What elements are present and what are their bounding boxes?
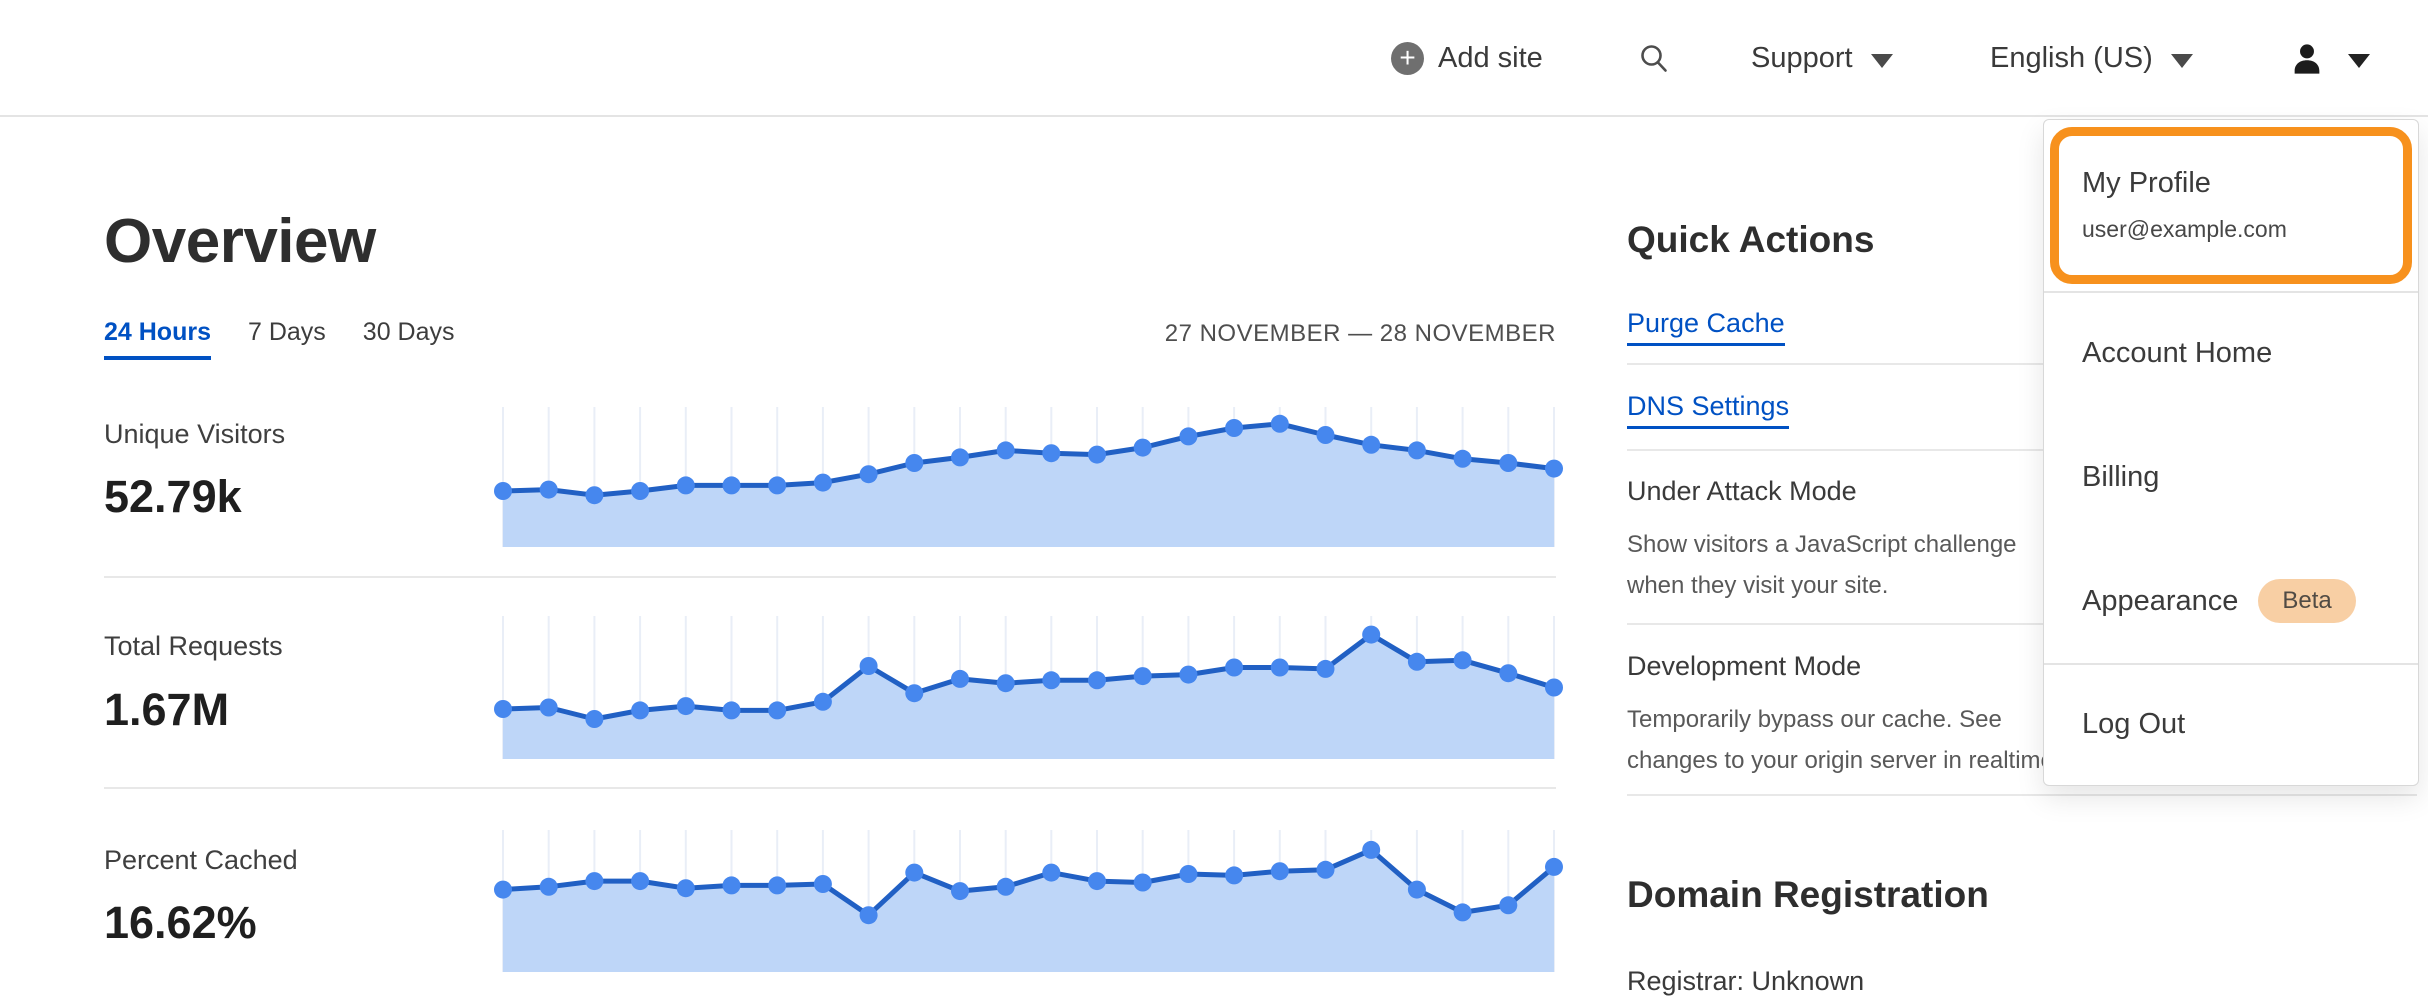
my-profile-label: My Profile xyxy=(2082,167,2211,199)
total-requests-chart xyxy=(494,616,1563,759)
metric-label-unique-visitors: Unique Visitors xyxy=(104,419,286,449)
search-icon[interactable] xyxy=(1637,0,1671,117)
user-dropdown-menu: My Profile user@example.com Account Home… xyxy=(2043,119,2419,786)
chevron-down-icon xyxy=(2170,53,2193,68)
metric-value-total-requests: 1.67M xyxy=(104,684,230,735)
plus-circle-icon xyxy=(1391,42,1424,75)
add-site-label: Add site xyxy=(1438,42,1543,74)
user-email: user@example.com xyxy=(2082,216,2287,242)
domain-registration-title: Domain Registration xyxy=(1627,874,1989,915)
chevron-down-icon xyxy=(2348,53,2370,68)
menu-item-label: Billing xyxy=(2082,460,2160,493)
language-label: English (US) xyxy=(1990,42,2153,74)
divider xyxy=(104,787,1556,789)
beta-badge: Beta xyxy=(2258,579,2356,623)
divider xyxy=(1627,794,2417,796)
person-icon xyxy=(2294,43,2320,74)
date-range-label: 27 NOVEMBER — 28 NOVEMBER xyxy=(1164,320,1556,347)
menu-item-account-home[interactable]: Account Home xyxy=(2044,291,2418,415)
divider xyxy=(1627,449,2417,451)
tab-30-days[interactable]: 30 Days xyxy=(362,318,455,346)
unique-visitors-chart xyxy=(494,407,1563,547)
purge-cache-link[interactable]: Purge Cache xyxy=(1627,308,1785,346)
menu-item-my-profile[interactable]: My Profile user@example.com xyxy=(2050,127,2412,284)
magnifier-glyph xyxy=(1641,44,1667,72)
divider xyxy=(2044,663,2418,665)
add-site-button[interactable]: Add site xyxy=(1391,0,1543,117)
metric-label-percent-cached: Percent Cached xyxy=(104,845,298,875)
menu-item-billing[interactable]: Billing xyxy=(2044,415,2418,539)
divider xyxy=(104,576,1556,578)
page-title: Overview xyxy=(104,207,376,276)
divider xyxy=(1627,363,2417,365)
user-menu-button[interactable] xyxy=(2288,0,2370,117)
time-range-tabs: 24 Hours 7 Days 30 Days xyxy=(104,318,455,360)
metric-value-percent-cached: 16.62% xyxy=(104,897,257,948)
support-menu[interactable]: Support xyxy=(1751,0,1893,117)
divider xyxy=(1627,623,2417,625)
menu-item-label: Log Out xyxy=(2082,708,2186,740)
menu-item-appearance[interactable]: Appearance Beta xyxy=(2044,539,2418,663)
menu-item-label: Account Home xyxy=(2082,336,2273,369)
under-attack-mode-description: Show visitors a JavaScript challenge whe… xyxy=(1627,524,2017,606)
dns-settings-link[interactable]: DNS Settings xyxy=(1627,391,1790,429)
menu-item-label: Appearance xyxy=(2082,584,2239,617)
description-line: changes to your origin server in realtim… xyxy=(1627,747,2061,774)
divider xyxy=(2044,291,2418,293)
metric-value-unique-visitors: 52.79k xyxy=(104,471,242,522)
quick-actions-title: Quick Actions xyxy=(1627,219,1875,260)
description-line: when they visit your site. xyxy=(1627,572,1889,599)
description-line: Temporarily bypass our cache. See xyxy=(1627,706,2002,733)
under-attack-mode-label: Under Attack Mode xyxy=(1627,476,1857,506)
top-nav-bar: Add site Support English (US) xyxy=(0,0,2428,117)
metric-label-total-requests: Total Requests xyxy=(104,631,283,661)
tab-24-hours[interactable]: 24 Hours xyxy=(104,318,211,360)
chevron-down-icon xyxy=(1870,53,1893,68)
language-menu[interactable]: English (US) xyxy=(1990,0,2193,117)
tab-7-days[interactable]: 7 Days xyxy=(247,318,326,346)
development-mode-label: Development Mode xyxy=(1627,651,1862,681)
development-mode-description: Temporarily bypass our cache. See change… xyxy=(1627,699,2061,781)
description-line: Show visitors a JavaScript challenge xyxy=(1627,531,2017,558)
percent-cached-chart xyxy=(494,830,1563,972)
registrar-line: Registrar: Unknown xyxy=(1627,966,1865,996)
menu-item-log-out[interactable]: Log Out xyxy=(2044,663,2418,786)
support-label: Support xyxy=(1751,42,1853,74)
